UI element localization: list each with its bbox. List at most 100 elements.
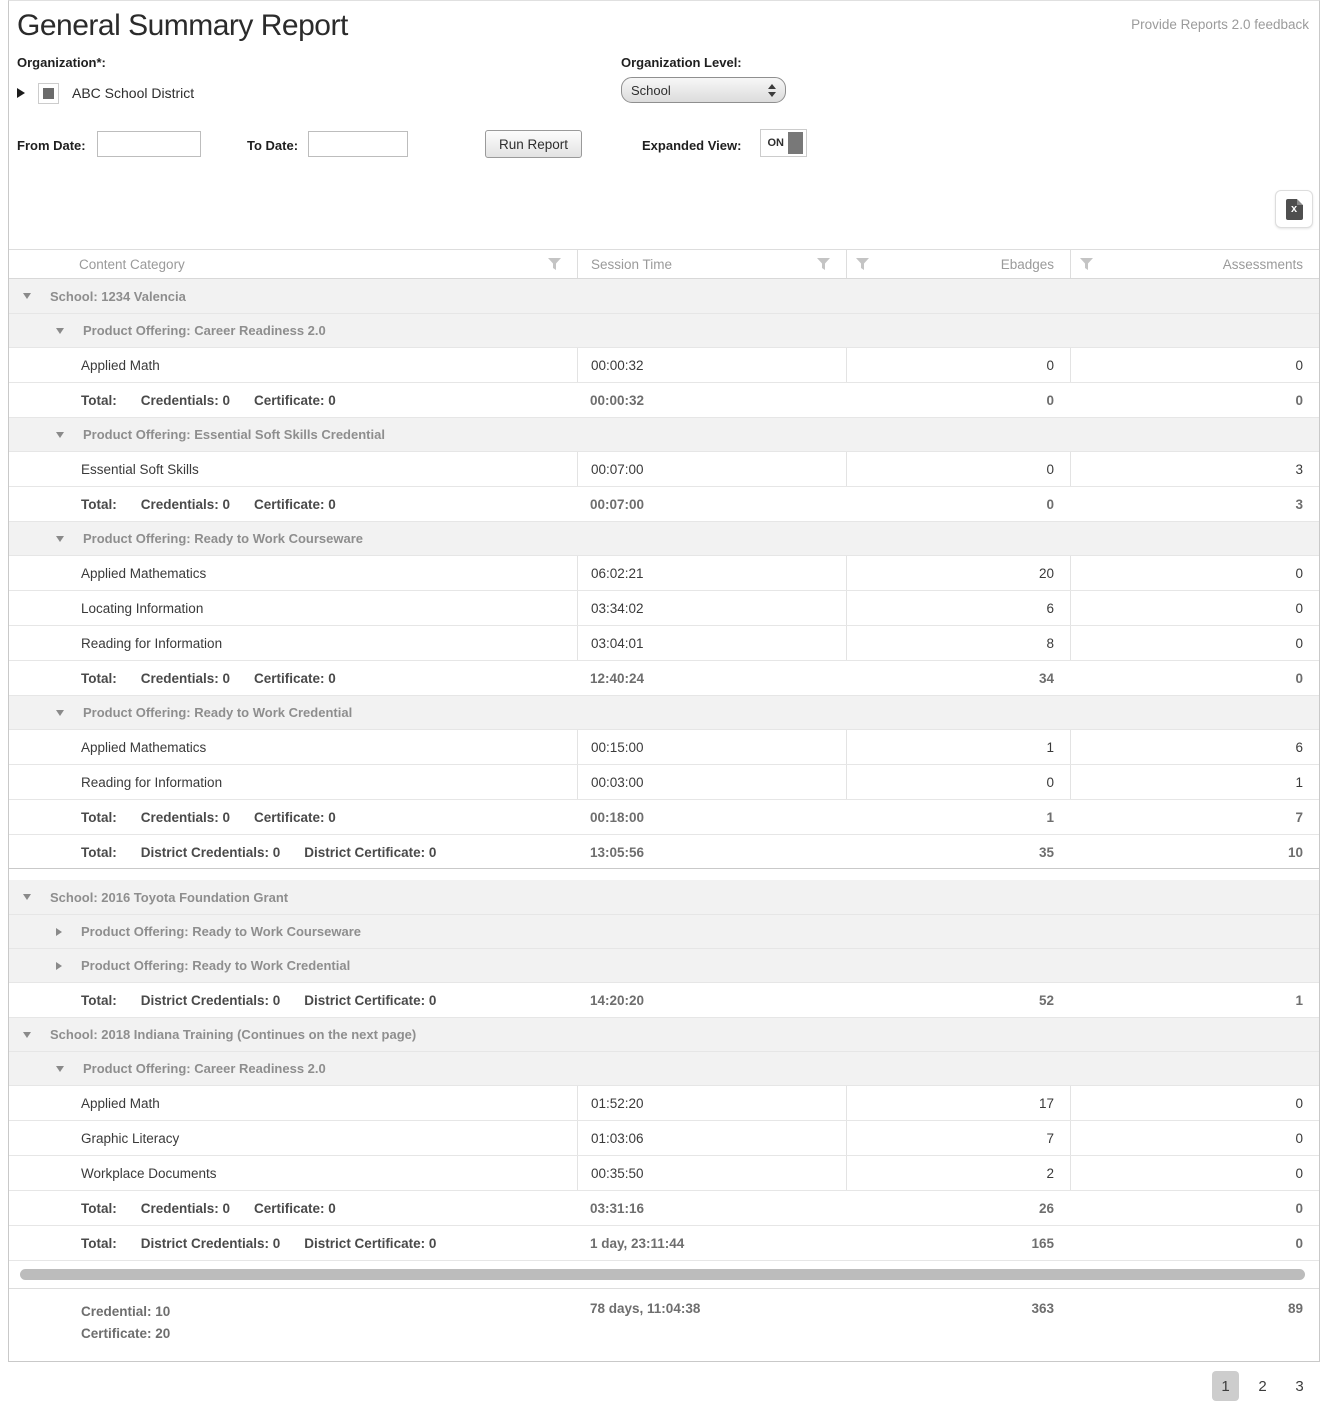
data-row: Applied Math 00:00:32 0 0: [9, 347, 1319, 382]
to-date-input[interactable]: [308, 131, 408, 157]
total-prefix: Total:: [81, 992, 117, 1008]
filter-icon[interactable]: [548, 258, 561, 270]
page-title: General Summary Report: [17, 9, 348, 42]
data-row: Workplace Documents 00:35:50 2 0: [9, 1155, 1319, 1190]
block-separator: [9, 868, 1319, 880]
group-row-label: Product Offering: Ready to Work Coursewa…: [83, 531, 364, 546]
product-offering-row[interactable]: Product Offering: Ready to Work Credenti…: [9, 948, 1319, 982]
column-label: Content Category: [79, 256, 185, 272]
caret-right-icon[interactable]: [56, 961, 62, 970]
ebadges-cell: 8: [846, 626, 1070, 660]
content-category-cell: Workplace Documents: [81, 1165, 217, 1181]
caret-down-icon[interactable]: [23, 894, 31, 900]
product-offering-row[interactable]: Product Offering: Ready to Work Coursewa…: [9, 521, 1319, 555]
data-row: Applied Math 01:52:20 17 0: [9, 1085, 1319, 1120]
caret-down-icon[interactable]: [23, 293, 31, 299]
product-offering-row[interactable]: Product Offering: Essential Soft Skills …: [9, 417, 1319, 451]
school-group-row[interactable]: School: 2016 Toyota Foundation Grant: [9, 880, 1319, 914]
group-row-label: Product Offering: Essential Soft Skills …: [83, 427, 385, 442]
session-time-cell: 03:04:01: [577, 626, 846, 660]
toggle-state-text: ON: [767, 137, 785, 149]
column-label: Session Time: [591, 256, 673, 272]
school-group-row[interactable]: School: 2018 Indiana Training (Continues…: [9, 1017, 1319, 1051]
organization-level-label: Organization Level:: [621, 55, 742, 70]
product-offering-row[interactable]: Product Offering: Ready to Work Coursewa…: [9, 914, 1319, 948]
caret-down-icon[interactable]: [56, 535, 64, 542]
organization-checkbox[interactable]: [38, 82, 59, 104]
expanded-view-toggle[interactable]: ON: [760, 129, 807, 157]
to-date-label: To Date:: [247, 138, 299, 153]
filter-icon[interactable]: [1080, 258, 1093, 270]
ebadges-total-cell: 26: [1038, 1200, 1054, 1216]
column-header-content-category[interactable]: Content Category: [9, 250, 577, 278]
column-header-session-time[interactable]: Session Time: [577, 250, 846, 278]
ebadges-total-cell: 0: [1046, 496, 1054, 512]
page-button-2[interactable]: 2: [1258, 1377, 1267, 1395]
column-header-assessments[interactable]: Assessments: [1070, 250, 1319, 278]
data-row: Applied Mathematics 06:02:21 20 0: [9, 555, 1319, 590]
organization-level-select[interactable]: School: [621, 77, 786, 103]
assessments-cell: 0: [1070, 556, 1319, 590]
total-label-cell: Total: Credentials: 0 Certificate: 0: [9, 800, 577, 834]
page-button-1[interactable]: 1: [1212, 1371, 1239, 1401]
table-footer-row: Credential: 10 Certificate: 20 78 days, …: [9, 1288, 1319, 1361]
organization-tree-item[interactable]: ABC School District: [17, 81, 194, 105]
ebadges-cell: 2: [846, 1156, 1070, 1190]
filter-icon[interactable]: [817, 258, 830, 270]
caret-down-icon[interactable]: [56, 1065, 64, 1072]
caret-right-icon[interactable]: [56, 927, 62, 936]
product-offering-row[interactable]: Product Offering: Ready to Work Credenti…: [9, 695, 1319, 729]
assessments-total-cell: 10: [1287, 844, 1303, 860]
group-row-label: School: 2018 Indiana Training (Continues…: [50, 1027, 417, 1042]
session-time-cell: 00:15:00: [577, 730, 846, 764]
pagination: 1 2 3: [0, 1371, 1313, 1401]
total-label-cell: Total: District Credentials: 0 District Ce…: [9, 1226, 577, 1260]
school-group-row[interactable]: School: 1234 Valencia: [9, 279, 1319, 313]
ebadges-cell: 7: [846, 1121, 1070, 1155]
total-prefix: Total:: [81, 392, 117, 408]
assessments-cell: 0: [1070, 1121, 1319, 1155]
group-row-label: Product Offering: Ready to Work Coursewa…: [81, 924, 362, 939]
product-offering-row[interactable]: Product Offering: Career Readiness 2.0: [9, 313, 1319, 347]
checkbox-indeterminate-mark: [43, 87, 54, 99]
total-detail: Credentials: 0: [140, 670, 231, 686]
assessments-total-cell: 1: [1295, 992, 1303, 1008]
page-button-3[interactable]: 3: [1295, 1377, 1304, 1395]
caret-down-icon[interactable]: [23, 1031, 31, 1038]
total-row: Total: Credentials: 0 Certificate: 0 00:00:…: [9, 382, 1319, 417]
total-row: Total: Credentials: 0 Certificate: 0 03:31:…: [9, 1190, 1319, 1225]
filter-icon[interactable]: [856, 258, 869, 270]
content-category-cell: Applied Math: [81, 1095, 160, 1111]
district-total-row: Total: District Credentials: 0 District Ce…: [9, 1225, 1319, 1260]
horizontal-scrollbar-thumb[interactable]: [20, 1269, 1305, 1280]
column-label: Ebadges: [1000, 256, 1054, 272]
session-time-total-cell: 00:18:00: [590, 809, 645, 825]
from-date-input[interactable]: [97, 131, 201, 157]
district-total-row: Total: District Credentials: 0 District Ce…: [9, 982, 1319, 1017]
toggle-knob[interactable]: [788, 132, 803, 154]
run-report-button[interactable]: Run Report: [485, 130, 583, 158]
feedback-link[interactable]: Provide Reports 2.0 feedback: [1131, 17, 1309, 32]
data-row: Essential Soft Skills 00:07:00 0 3: [9, 451, 1319, 486]
session-time-total-cell: 14:20:20: [590, 992, 645, 1008]
product-offering-row[interactable]: Product Offering: Career Readiness 2.0: [9, 1051, 1319, 1085]
session-time-cell: 00:00:32: [577, 348, 846, 382]
caret-down-icon[interactable]: [56, 327, 64, 334]
assessments-cell: 0: [1070, 591, 1319, 625]
from-date-label: From Date:: [17, 138, 86, 153]
total-detail: Credentials: 0: [140, 1200, 231, 1216]
session-time-total-cell: 12:40:24: [590, 670, 645, 686]
total-detail: Certificate: 0: [254, 670, 336, 686]
column-header-ebadges[interactable]: Ebadges: [846, 250, 1070, 278]
excel-export-icon: x: [1285, 198, 1303, 220]
ebadges-cell: 0: [846, 348, 1070, 382]
tree-expand-icon[interactable]: [17, 88, 25, 98]
caret-down-icon[interactable]: [56, 709, 64, 716]
content-category-cell: Applied Math: [81, 357, 160, 373]
ebadges-total-cell: 165: [1031, 1235, 1054, 1251]
footer-credentials-cell: Credential: 10 Certificate: 20: [9, 1301, 577, 1345]
report-panel: General Summary Report Provide Reports 2…: [8, 0, 1320, 1362]
district-total-row: Total: District Credentials: 0 District Ce…: [9, 834, 1319, 869]
excel-export-button[interactable]: x: [1275, 190, 1313, 228]
caret-down-icon[interactable]: [56, 431, 64, 438]
